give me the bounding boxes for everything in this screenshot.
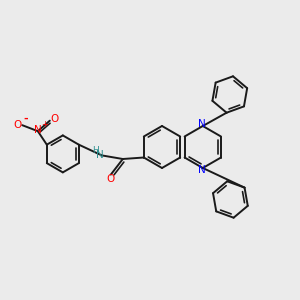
- Text: +: +: [41, 120, 48, 129]
- Text: N: N: [34, 125, 42, 135]
- Text: O: O: [106, 174, 115, 184]
- Text: N: N: [198, 118, 206, 129]
- Text: H: H: [92, 146, 99, 155]
- Text: N: N: [96, 150, 104, 161]
- Text: -: -: [23, 114, 28, 124]
- Text: N: N: [198, 165, 206, 176]
- Text: O: O: [50, 114, 59, 124]
- Text: O: O: [13, 120, 22, 130]
